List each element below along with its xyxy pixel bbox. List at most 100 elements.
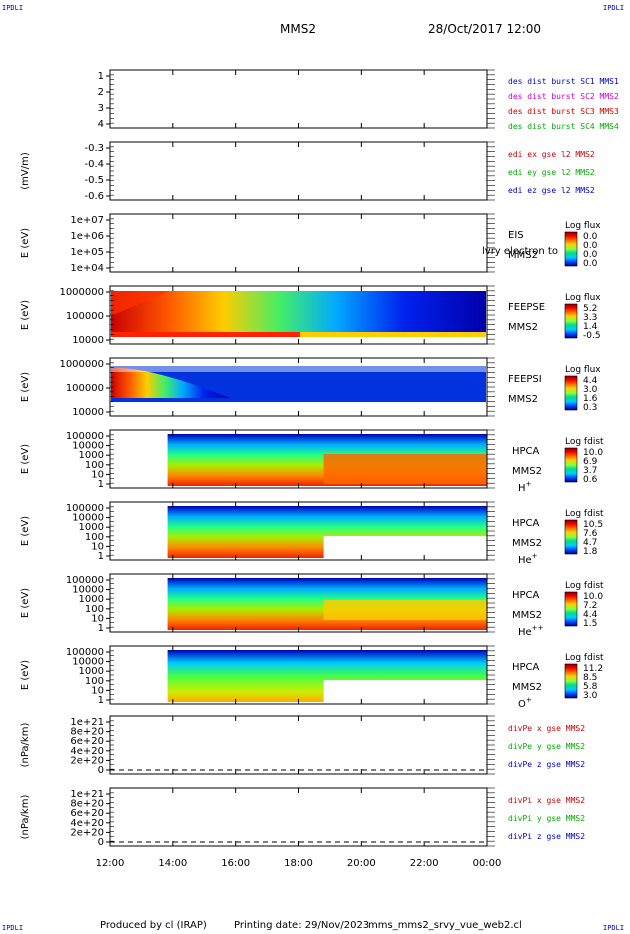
legend-entry: edi ez gse l2 MMS2: [508, 186, 595, 195]
hpca_o-empty-region: [323, 680, 487, 704]
colorbar-label: 0.0: [583, 241, 598, 251]
species-label: O+: [518, 696, 532, 710]
y-tick-label: 10: [91, 613, 104, 624]
y-tick-label: 6e+20: [70, 808, 104, 819]
panel-frame-edi: [109, 141, 488, 201]
x-tick-label: 00:00: [473, 858, 502, 869]
colorbar-label: 3.0: [583, 385, 598, 395]
spacecraft-label: MMS2: [512, 682, 542, 693]
spacecraft-label: MMS2: [508, 394, 538, 405]
y-tick-label: 10000: [72, 513, 104, 524]
colorbar-title: Log flux: [565, 221, 601, 231]
colorbar-label: 0.0: [583, 259, 598, 269]
feepse-low-band-red: [111, 332, 486, 337]
legend-entry: des dist burst SC3 MMS3: [508, 107, 619, 116]
legend-entry: edi ex gse l2 MMS2: [508, 150, 595, 159]
y-tick-label: 1e+05: [70, 247, 104, 258]
instrument-label: HPCA: [512, 590, 540, 601]
feepse-spectrogram: [111, 291, 486, 332]
colorbar-title: Log fdist: [565, 653, 604, 663]
footer-produced: Produced by cl (IRAP): [100, 920, 207, 931]
y-axis-label: E (eV): [20, 228, 31, 258]
y-tick-label: 100: [85, 604, 104, 615]
feepsi-speckle-band: [111, 366, 486, 372]
y-tick-label: 100000: [66, 575, 104, 586]
colorbar-label: 0.0: [583, 232, 598, 242]
y-tick-label: 1: [98, 479, 104, 490]
y-axis-label: E (eV): [20, 372, 31, 402]
colorbar-label: 5.8: [583, 682, 598, 692]
legend-entry: edi ey gse l2 MMS2: [508, 168, 595, 177]
y-axis-label: E (eV): [20, 444, 31, 474]
overlay-label: lvry electron to: [482, 246, 558, 257]
y-tick-label: 1e+06: [70, 231, 104, 242]
colorbar-label: 1.6: [583, 394, 598, 404]
instrument-label: HPCA: [512, 662, 540, 673]
colorbar-hpca_he2: [564, 591, 578, 627]
colorbar-eis: [564, 231, 578, 267]
colorbar-title: Log flux: [565, 293, 601, 303]
y-tick-label: 1: [98, 71, 104, 82]
colorbar-label: 8.5: [583, 673, 597, 683]
colorbar-label: 3.0: [583, 691, 598, 701]
colorbar-label: 4.4: [583, 376, 598, 386]
panel-feepse: 1000000 100000 10000 E (eV) FEEPSE MMS2 Log fl…: [20, 285, 601, 346]
instrument-label: HPCA: [512, 518, 540, 529]
footer-printing: Printing date: 29/Nov/2023: [234, 920, 370, 931]
colorbar-feepse: [564, 303, 578, 339]
y-tick-label: 0: [98, 765, 104, 776]
hpca_he-empty-region: [323, 536, 487, 560]
y-tick-label: 100000: [66, 503, 104, 514]
y-tick-label: 1e+07: [70, 215, 104, 226]
feepse-low-band-yellow: [300, 332, 486, 337]
y-tick-label: 1: [98, 551, 104, 562]
colorbar-label: 10.0: [583, 592, 603, 602]
y-tick-label: 4e+20: [70, 818, 104, 829]
y-tick-label: -0.3: [84, 143, 104, 154]
x-tick-label: 12:00: [96, 858, 125, 869]
colorbar-feepsi: [564, 375, 578, 411]
y-tick-label: 1e+21: [70, 717, 104, 728]
colorbar-label: 10.0: [583, 448, 603, 458]
y-axis-label: E (eV): [20, 588, 31, 618]
feepse-high-energy-band: [111, 291, 170, 316]
y-tick-label: 100000: [66, 311, 104, 322]
spacecraft-label: MMS2: [508, 322, 538, 333]
colorbar-label: 11.2: [583, 664, 603, 674]
y-tick-label: 100: [85, 532, 104, 543]
y-tick-label: 1000: [79, 594, 104, 605]
legend-entry: divPi y gse MMS2: [508, 814, 585, 823]
spacecraft-label: MMS2: [508, 250, 538, 261]
y-tick-label: 100: [85, 460, 104, 471]
species-label: H+: [518, 480, 532, 494]
x-tick-label: 20:00: [347, 858, 376, 869]
feepsi-dispersion-wedge: [111, 367, 230, 398]
legend-entry: divPi x gse MMS2: [508, 796, 585, 805]
legend-entry: des dist burst SC1 MMS1: [508, 77, 619, 86]
colorbar-label: 1.5: [583, 619, 597, 629]
colorbar-title: Log flux: [565, 365, 601, 375]
y-tick-label: 1000000: [59, 359, 104, 370]
y-tick-label: 2: [98, 87, 104, 98]
colorbar-label: 7.2: [583, 601, 597, 611]
y-tick-label: 1000000: [59, 287, 104, 298]
y-tick-label: 1e+21: [70, 789, 104, 800]
y-tick-label: 4: [98, 119, 104, 130]
y-tick-label: 100000: [66, 383, 104, 394]
panel-burst: 1 2 3 4 des dist burst SC1 MMS1 des dist burs…: [98, 69, 619, 131]
footer-file: mms_mms2_srvy_vue_web2.cl: [368, 920, 522, 931]
colorbar-label: 0.0: [583, 250, 598, 260]
colorbar-hpca_h: [564, 447, 578, 483]
y-tick-label: 100000: [66, 431, 104, 442]
instrument-label: FEEPSE: [508, 302, 545, 313]
y-axis-label: E (eV): [20, 300, 31, 330]
y-tick-label: 1000: [79, 450, 104, 461]
panel-frame-divpe: [109, 715, 488, 775]
corner-tag-top-left: IPDLI: [2, 4, 24, 12]
panel-frame-divpi: [109, 787, 488, 847]
y-tick-label: 10000: [72, 585, 104, 596]
y-tick-label: 10000: [72, 335, 104, 346]
